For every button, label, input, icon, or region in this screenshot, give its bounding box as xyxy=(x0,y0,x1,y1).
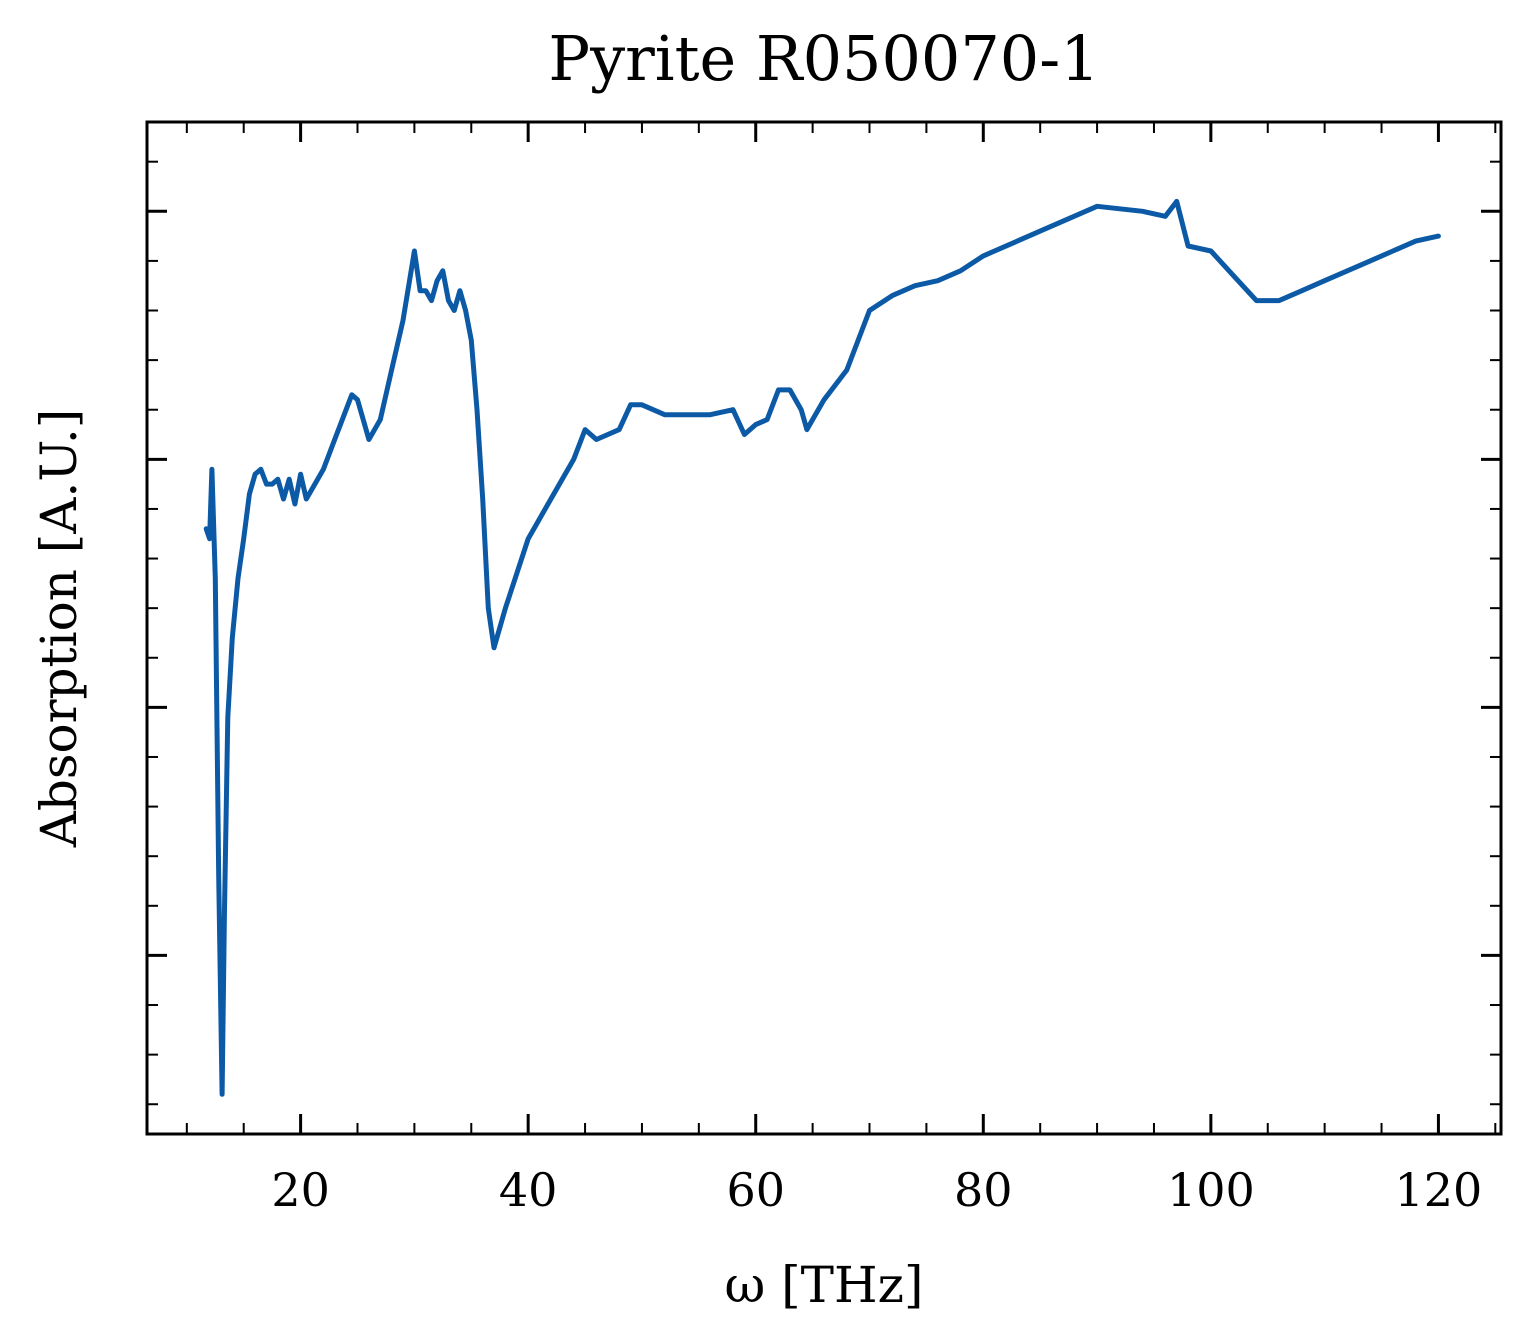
x-tick-label: 100 xyxy=(1167,1163,1255,1217)
y-axis-label: Absorption [A.U.] xyxy=(30,409,88,849)
series-layer xyxy=(203,198,1441,1097)
x-tick-label: 120 xyxy=(1395,1163,1483,1217)
x-tick-label: 20 xyxy=(271,1163,330,1217)
x-tick-label: 80 xyxy=(954,1163,1013,1217)
chart-title: Pyrite R050070-1 xyxy=(548,22,1099,95)
y-axis-ticks xyxy=(147,160,1501,1106)
x-axis-tick-labels: 20 40 60 80 100 120 xyxy=(271,1163,1482,1217)
x-tick-label: 60 xyxy=(726,1163,785,1217)
x-tick-label: 40 xyxy=(499,1163,558,1217)
series-line-0 xyxy=(203,198,1441,1097)
plot-frame xyxy=(145,120,1503,1136)
x-axis-label: ω [THz] xyxy=(725,1256,924,1314)
x-axis-ticks xyxy=(185,122,1497,1134)
